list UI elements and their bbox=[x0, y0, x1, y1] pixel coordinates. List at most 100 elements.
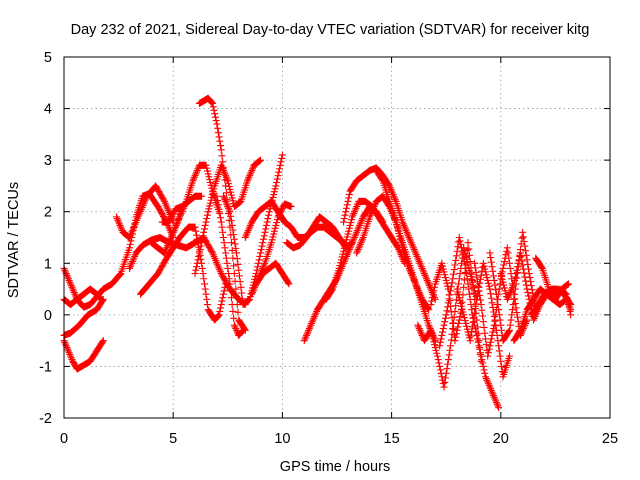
data-point bbox=[508, 285, 516, 293]
data-point bbox=[484, 352, 492, 360]
data-point bbox=[71, 290, 79, 298]
data-point bbox=[480, 366, 488, 374]
data-point bbox=[67, 354, 75, 362]
data-point bbox=[226, 208, 234, 216]
data-point bbox=[305, 326, 313, 334]
series-arc-19 bbox=[283, 213, 356, 252]
data-point bbox=[194, 256, 202, 264]
data-point bbox=[238, 328, 246, 336]
data-point bbox=[447, 336, 455, 344]
data-point bbox=[305, 325, 313, 333]
data-point bbox=[514, 259, 522, 267]
data-point bbox=[255, 256, 263, 264]
data-point bbox=[506, 321, 514, 329]
series-arc-24 bbox=[372, 166, 439, 345]
data-point bbox=[221, 170, 229, 178]
series-arc-10 bbox=[169, 203, 186, 236]
data-point bbox=[494, 301, 502, 309]
data-point bbox=[131, 252, 139, 260]
data-point bbox=[489, 267, 497, 275]
data-point bbox=[495, 311, 503, 319]
y-tick-label: -1 bbox=[39, 359, 52, 375]
data-point bbox=[435, 359, 443, 367]
data-point bbox=[99, 338, 107, 346]
data-point bbox=[217, 304, 225, 312]
data-point bbox=[416, 326, 424, 334]
data-point bbox=[356, 240, 364, 248]
data-point bbox=[493, 295, 501, 303]
data-point bbox=[190, 173, 198, 181]
x-tick-label: 25 bbox=[602, 431, 618, 447]
data-point bbox=[310, 314, 318, 322]
data-point bbox=[366, 213, 374, 221]
data-point bbox=[486, 342, 494, 350]
y-tick-label: 4 bbox=[44, 102, 52, 118]
data-point bbox=[463, 246, 471, 254]
data-point bbox=[312, 309, 320, 317]
data-point bbox=[406, 235, 414, 243]
data-point bbox=[354, 246, 362, 254]
data-point bbox=[482, 373, 490, 381]
data-point bbox=[170, 227, 178, 235]
data-point bbox=[423, 276, 431, 284]
data-point bbox=[66, 350, 74, 358]
data-point bbox=[418, 264, 426, 272]
data-point bbox=[222, 189, 230, 197]
data-point bbox=[468, 327, 476, 335]
data-point bbox=[454, 323, 462, 331]
data-point bbox=[234, 308, 242, 316]
data-point bbox=[409, 244, 417, 252]
data-point bbox=[226, 280, 234, 288]
data-point bbox=[516, 327, 524, 335]
data-point bbox=[481, 369, 489, 377]
data-point bbox=[356, 242, 364, 250]
data-point bbox=[496, 352, 504, 360]
data-point bbox=[64, 273, 72, 281]
data-point bbox=[414, 321, 422, 329]
data-point bbox=[495, 342, 503, 350]
data-point bbox=[506, 326, 514, 334]
data-point bbox=[287, 203, 295, 211]
data-point bbox=[510, 280, 518, 288]
data-point bbox=[228, 246, 236, 254]
data-point bbox=[407, 239, 415, 247]
data-point bbox=[452, 256, 460, 264]
data-point bbox=[355, 244, 363, 252]
data-point bbox=[425, 280, 433, 288]
data-point bbox=[412, 251, 420, 259]
data-point bbox=[116, 221, 124, 229]
data-point bbox=[530, 314, 538, 322]
data-point bbox=[405, 234, 413, 241]
data-point bbox=[233, 326, 241, 334]
data-point bbox=[463, 275, 471, 283]
data-point bbox=[433, 352, 441, 360]
data-point bbox=[457, 240, 465, 248]
data-point bbox=[171, 223, 179, 231]
data-point bbox=[521, 273, 529, 281]
data-point bbox=[223, 201, 231, 209]
data-point bbox=[342, 252, 350, 260]
data-point bbox=[219, 158, 227, 166]
data-point bbox=[385, 182, 393, 190]
data-point bbox=[508, 306, 516, 314]
data-point bbox=[514, 263, 522, 271]
data-point bbox=[522, 277, 530, 285]
data-point bbox=[474, 282, 482, 290]
data-point bbox=[506, 352, 514, 360]
data-point bbox=[239, 326, 247, 334]
data-point bbox=[250, 285, 258, 293]
y-tick-labels: -2 -1 0 1 2 3 4 5 bbox=[39, 50, 52, 427]
data-point bbox=[67, 280, 75, 288]
data-point bbox=[369, 206, 377, 214]
data-point bbox=[490, 392, 498, 400]
y-tick-label: 5 bbox=[44, 50, 52, 66]
data-point bbox=[251, 283, 259, 291]
data-point bbox=[423, 275, 431, 283]
data-point bbox=[487, 385, 495, 393]
data-point bbox=[246, 223, 254, 231]
data-point bbox=[70, 289, 78, 297]
data-point bbox=[284, 279, 292, 287]
data-point bbox=[478, 306, 486, 314]
data-point bbox=[234, 260, 242, 268]
